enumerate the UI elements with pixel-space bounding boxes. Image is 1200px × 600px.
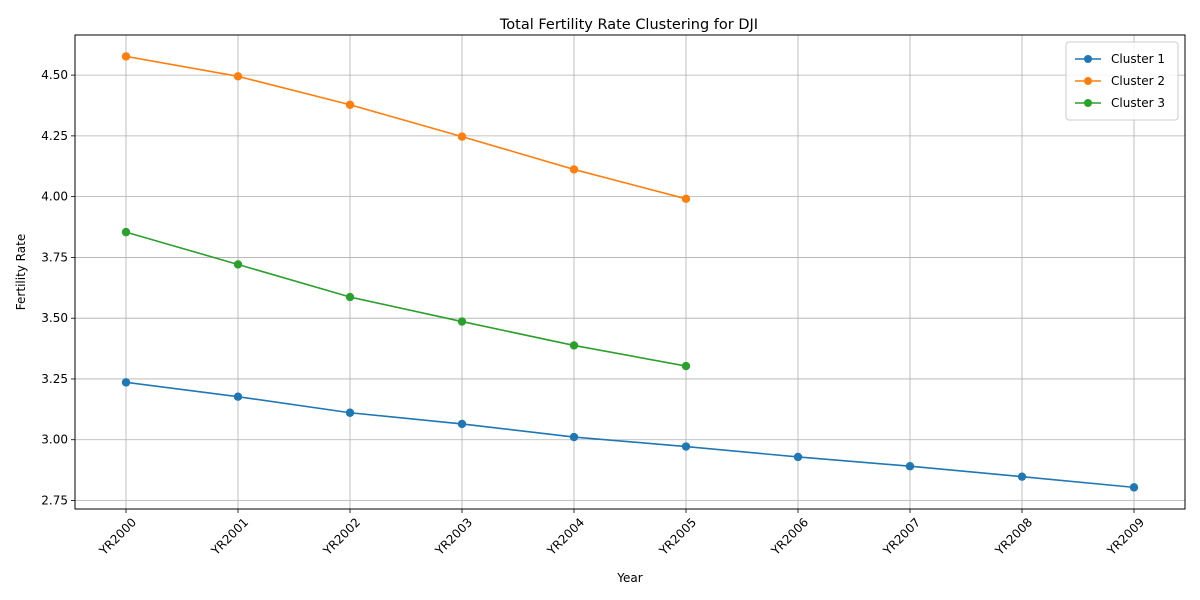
- data-point-cluster-1: [121, 378, 131, 387]
- data-point-cluster-1: [1017, 472, 1027, 481]
- data-point-cluster-3: [681, 361, 691, 371]
- series-layer: [121, 52, 1139, 492]
- data-point-cluster-3: [457, 317, 467, 326]
- plot-area-frame: [74, 34, 1186, 510]
- grid: [75, 35, 1185, 509]
- x-tick-label: YR2003: [432, 515, 475, 558]
- data-point-cluster-1: [569, 432, 579, 442]
- data-point-cluster-1: [793, 452, 803, 462]
- y-tick-label: 3.50: [41, 311, 68, 325]
- legend-box: [1065, 41, 1179, 121]
- series-line-cluster-2: [125, 55, 687, 200]
- data-point-cluster-3: [345, 292, 355, 302]
- y-tick-label: 3.25: [41, 372, 68, 386]
- data-point-cluster-1: [905, 462, 915, 471]
- data-point-cluster-2: [569, 165, 579, 174]
- data-point-cluster-2: [681, 194, 691, 204]
- x-axis: YR2000 YR2001 YR2002 YR2003 YR2004 YR2005 YR20…: [96, 509, 1147, 559]
- data-point-cluster-3: [233, 260, 243, 269]
- data-point-cluster-2: [121, 52, 131, 61]
- x-tick-label: YR2000: [96, 515, 139, 558]
- x-tick-label: YR2004: [544, 515, 587, 558]
- legend: Cluster 1 Cluster 2 Cluster 3: [1065, 41, 1179, 121]
- x-tick-label: YR2001: [208, 515, 251, 558]
- x-tick-label: YR2005: [656, 515, 699, 558]
- y-tick-label: 4.00: [41, 190, 68, 204]
- x-tick-label: YR2007: [880, 515, 923, 558]
- y-tick-label: 4.50: [41, 68, 68, 82]
- x-tick-label: YR2008: [992, 515, 1035, 558]
- x-tick-label: YR2002: [320, 515, 363, 558]
- data-point-cluster-2: [233, 72, 243, 81]
- data-point-cluster-1: [345, 408, 355, 417]
- y-tick-label: 3.00: [41, 433, 68, 447]
- data-point-cluster-1: [1129, 483, 1139, 492]
- chart-title: Total Fertility Rate Clustering for DJI: [499, 17, 758, 33]
- series-line-cluster-3: [125, 231, 687, 367]
- y-axis: 2.75 3.00 3.25 3.50 3.75 4.00 4.25 4.50: [41, 68, 75, 507]
- x-tick-label: YR2009: [1104, 515, 1147, 558]
- legend-marker: [1084, 77, 1092, 85]
- data-point-cluster-1: [233, 392, 243, 401]
- y-axis-title: Fertility Rate: [14, 234, 28, 310]
- data-point-cluster-1: [681, 442, 691, 451]
- y-tick-label: 2.75: [41, 493, 68, 507]
- legend-label-cluster-1: Cluster 1: [1111, 52, 1165, 66]
- y-tick-label: 4.25: [41, 129, 68, 143]
- y-tick-label: 3.75: [41, 250, 68, 264]
- data-point-cluster-3: [121, 227, 131, 237]
- x-tick-label: YR2006: [768, 515, 811, 558]
- data-point-cluster-1: [457, 419, 467, 429]
- data-point-cluster-2: [345, 100, 355, 109]
- series-line-cluster-1: [125, 381, 1135, 489]
- legend-marker: [1084, 55, 1092, 63]
- legend-label-cluster-3: Cluster 3: [1111, 96, 1165, 110]
- x-axis-title: Year: [616, 571, 642, 585]
- data-point-cluster-3: [569, 341, 579, 350]
- legend-marker: [1084, 99, 1092, 107]
- legend-label-cluster-2: Cluster 2: [1111, 74, 1165, 88]
- data-point-cluster-2: [457, 132, 467, 141]
